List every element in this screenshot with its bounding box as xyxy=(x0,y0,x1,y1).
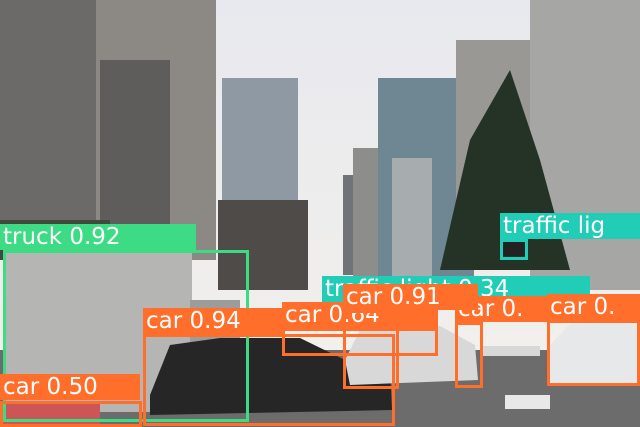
bounding-box xyxy=(143,334,395,426)
bounding-box xyxy=(500,239,528,260)
detection-label: car 0.91 xyxy=(343,284,478,310)
bounding-box xyxy=(343,310,399,389)
detection-label: truck 0.92 xyxy=(0,224,196,250)
bounding-box xyxy=(547,320,640,386)
detection-label: traffic lig xyxy=(500,213,640,239)
bounding-box xyxy=(282,328,438,356)
detection-label: car 0.50 xyxy=(0,374,140,400)
detection-label: car 0.94 xyxy=(143,308,282,334)
bounding-box xyxy=(455,322,483,388)
detection-label: car 0. xyxy=(547,294,640,320)
bounding-box xyxy=(0,401,142,427)
